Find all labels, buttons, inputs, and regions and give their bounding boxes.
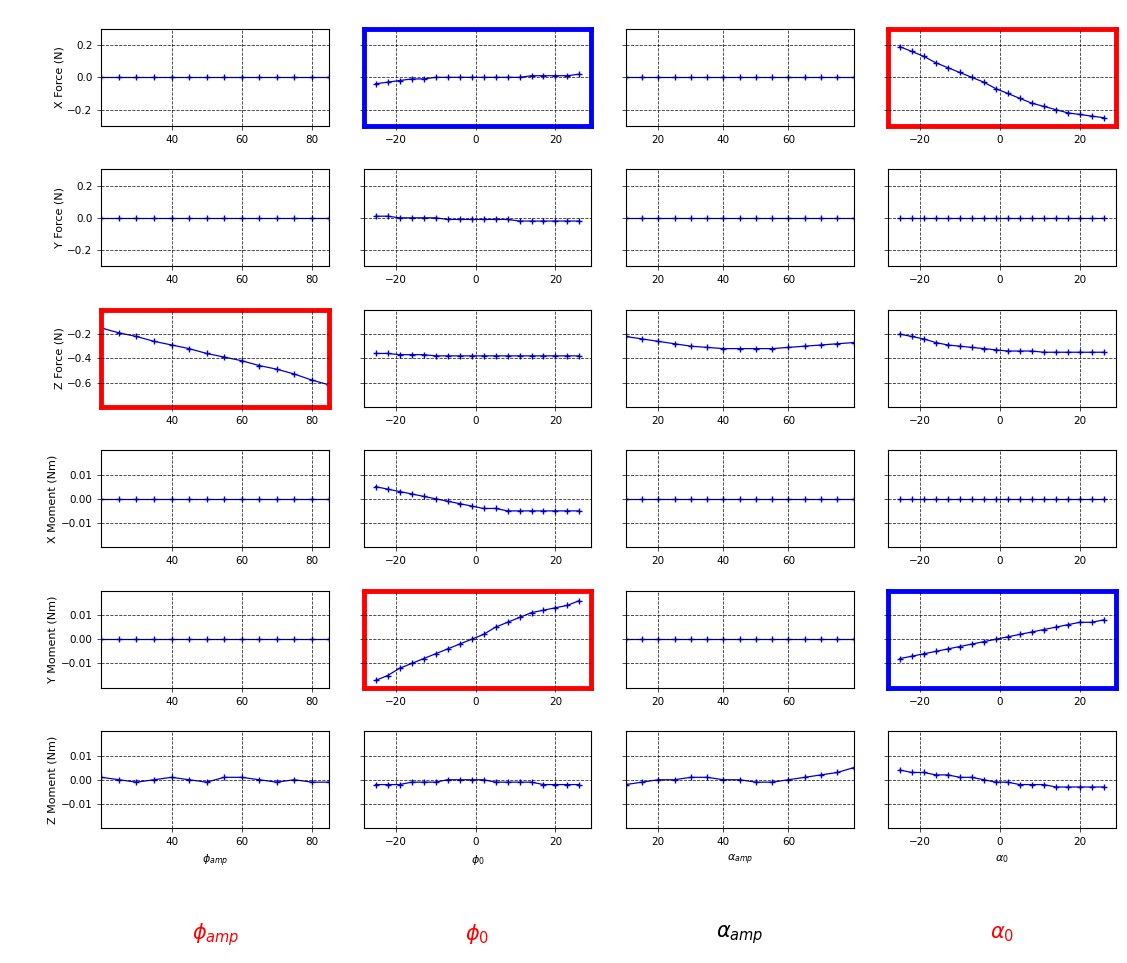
Text: $\phi_{amp}$: $\phi_{amp}$ [192, 921, 239, 948]
Text: $\alpha_{amp}$: $\alpha_{amp}$ [716, 923, 763, 946]
Y-axis label: Y Force (N): Y Force (N) [54, 188, 64, 248]
Y-axis label: Z Moment (Nm): Z Moment (Nm) [47, 736, 57, 824]
Y-axis label: X Moment (Nm): X Moment (Nm) [47, 455, 57, 543]
X-axis label: $\alpha_0$: $\alpha_0$ [995, 853, 1009, 865]
Text: $\phi_0$: $\phi_0$ [465, 923, 489, 946]
X-axis label: $\phi_{amp}$: $\phi_{amp}$ [202, 853, 229, 870]
Y-axis label: Z Force (N): Z Force (N) [54, 327, 64, 389]
Text: $\alpha_0$: $\alpha_0$ [990, 924, 1014, 944]
Y-axis label: X Force (N): X Force (N) [54, 46, 64, 108]
X-axis label: $\phi_0$: $\phi_0$ [471, 853, 485, 867]
Y-axis label: Y Moment (Nm): Y Moment (Nm) [47, 595, 57, 683]
X-axis label: $\alpha_{amp}$: $\alpha_{amp}$ [727, 853, 753, 867]
